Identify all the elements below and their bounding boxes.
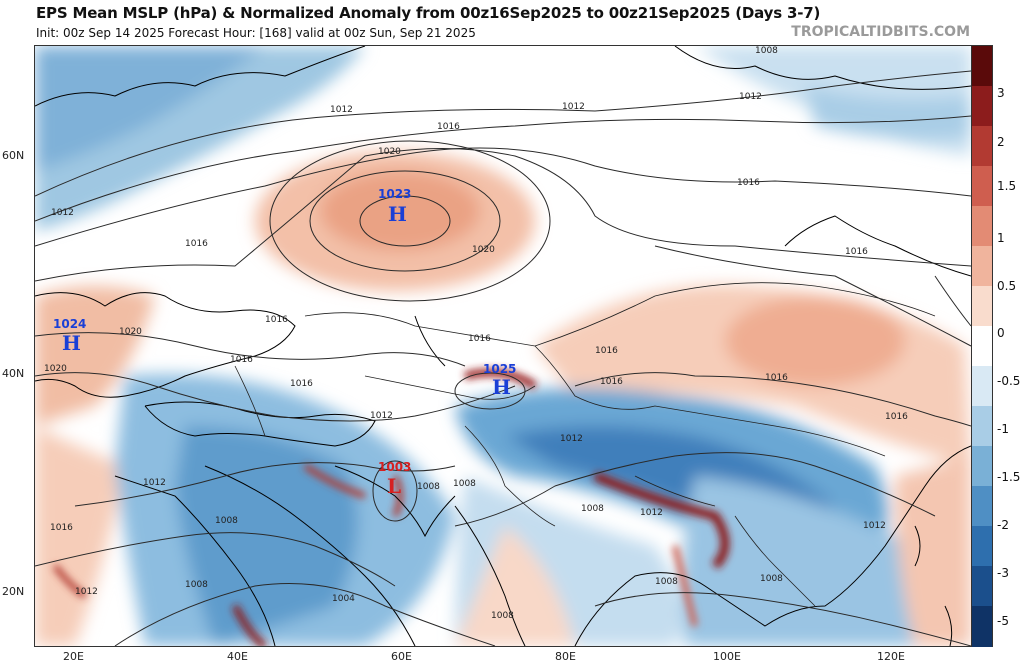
isobar-label: 1016 — [765, 373, 788, 383]
high-center-letter: H — [492, 375, 511, 399]
isobar-label: 1012 — [330, 105, 353, 115]
isobar-label: 1016 — [290, 379, 313, 389]
colorbar-label: 1 — [997, 231, 1005, 245]
lat-label: 40N — [2, 367, 25, 380]
map-title: EPS Mean MSLP (hPa) & Normalized Anomaly… — [36, 4, 821, 22]
colorbar-label: 3 — [997, 86, 1005, 100]
isobars — [35, 70, 971, 646]
map-subtitle: Init: 00z Sep 14 2025 Forecast Hour: [16… — [36, 26, 476, 40]
isobar-labels: 1012 1012 1012 1008 1016 1020 1016 1012 … — [44, 46, 908, 621]
isobar-label: 1016 — [845, 247, 868, 257]
low-center-value: 1003 — [378, 460, 411, 474]
lat-label: 60N — [2, 149, 25, 162]
colorbar-segment — [972, 86, 992, 127]
isobar-label: 1012 — [640, 508, 663, 518]
terrain-anomaly-ridges — [52, 368, 730, 646]
isobar-label: 1012 — [560, 434, 583, 444]
isobar-label: 1012 — [370, 411, 393, 421]
country-borders — [234, 282, 936, 607]
low-center-letter: L — [387, 474, 401, 498]
isobar-label: 1008 — [215, 516, 238, 526]
map-canvas: 1012 1012 1012 1008 1016 1020 1016 1012 … — [35, 46, 971, 646]
isobar-label: 1020 — [44, 364, 67, 374]
colorbar-segment — [972, 566, 992, 607]
isobar-label: 1020 — [119, 327, 142, 337]
high-center-value: 1024 — [53, 317, 86, 331]
colorbar-label: -5 — [997, 614, 1009, 628]
colorbar-segment — [972, 286, 992, 327]
isobar-label: 1020 — [378, 147, 401, 157]
colorbar-label: 2 — [997, 135, 1005, 149]
colorbar-segment — [972, 126, 992, 167]
colorbar-segment — [972, 486, 992, 527]
colorbar-segment — [972, 526, 992, 567]
colorbar-label: 0 — [997, 326, 1005, 340]
anomaly-colorbar — [971, 45, 993, 647]
anomaly-shading — [35, 46, 971, 646]
isobar-label: 1012 — [739, 92, 762, 102]
isobar-label: 1016 — [595, 346, 618, 356]
high-center-letter: H — [62, 331, 81, 355]
isobar-label: 1012 — [863, 521, 886, 531]
isobar-label: 1012 — [143, 478, 166, 488]
colorbar-label: -1.5 — [997, 470, 1021, 484]
isobar-label: 1016 — [185, 239, 208, 249]
colorbar-segment — [972, 246, 992, 287]
header: EPS Mean MSLP (hPa) & Normalized Anomaly… — [0, 0, 1024, 44]
isobar-label: 1008 — [417, 482, 440, 492]
lon-label: 20E — [63, 650, 84, 663]
colorbar-segment — [972, 326, 992, 367]
lon-label: 80E — [555, 650, 576, 663]
colorbar-label: 1.5 — [997, 179, 1017, 193]
isobar-label: 1016 — [437, 122, 460, 132]
lon-label: 60E — [391, 650, 412, 663]
lon-label: 120E — [877, 650, 905, 663]
isobar-label: 1008 — [655, 577, 678, 587]
site-watermark[interactable]: TROPICALTIDBITS.COM — [791, 24, 970, 40]
pressure-centers: 1023 H 1024 H 1025 H 1003 L — [53, 187, 516, 498]
colorbar-segment — [972, 606, 992, 647]
colorbar-label: 0.5 — [997, 279, 1017, 293]
coastlines — [35, 46, 971, 646]
colorbar-segment — [972, 46, 992, 87]
isobar-label: 1016 — [468, 334, 491, 344]
isobar-label: 1016 — [50, 523, 73, 533]
colorbar-segment — [972, 206, 992, 247]
isobar-label: 1008 — [185, 580, 208, 590]
isobar-label: 1004 — [332, 594, 355, 604]
isobar-label: 1008 — [491, 611, 514, 621]
isobar-label: 1008 — [755, 46, 778, 56]
colorbar-label: -0.5 — [997, 374, 1021, 388]
colorbar-segment — [972, 166, 992, 207]
isobar-label: 1008 — [453, 479, 476, 489]
isobar-label: 1012 — [562, 102, 585, 112]
isobar-label: 1016 — [230, 355, 253, 365]
lat-label: 20N — [2, 585, 25, 598]
lon-label: 40E — [227, 650, 248, 663]
isobar-label: 1008 — [581, 504, 604, 514]
isobar-label: 1008 — [760, 574, 783, 584]
colorbar-segment — [972, 406, 992, 447]
isobar-label: 1012 — [51, 208, 74, 218]
isobar-label: 1016 — [265, 315, 288, 325]
isobar-label: 1016 — [737, 178, 760, 188]
colorbar-segment — [972, 446, 992, 487]
isobar-label: 1020 — [472, 245, 495, 255]
lon-label: 100E — [713, 650, 741, 663]
colorbar-label: -2 — [997, 518, 1009, 532]
isobar-label: 1012 — [75, 587, 98, 597]
isobar-label: 1016 — [885, 412, 908, 422]
colorbar-label: -1 — [997, 422, 1009, 436]
high-center-value: 1023 — [378, 187, 411, 201]
colorbar-segment — [972, 366, 992, 407]
map-panel: 1012 1012 1012 1008 1016 1020 1016 1012 … — [34, 45, 972, 647]
high-center-letter: H — [388, 202, 407, 226]
colorbar-label: -3 — [997, 566, 1009, 580]
high-center-value: 1025 — [483, 362, 516, 376]
isobar-label: 1016 — [600, 377, 623, 387]
